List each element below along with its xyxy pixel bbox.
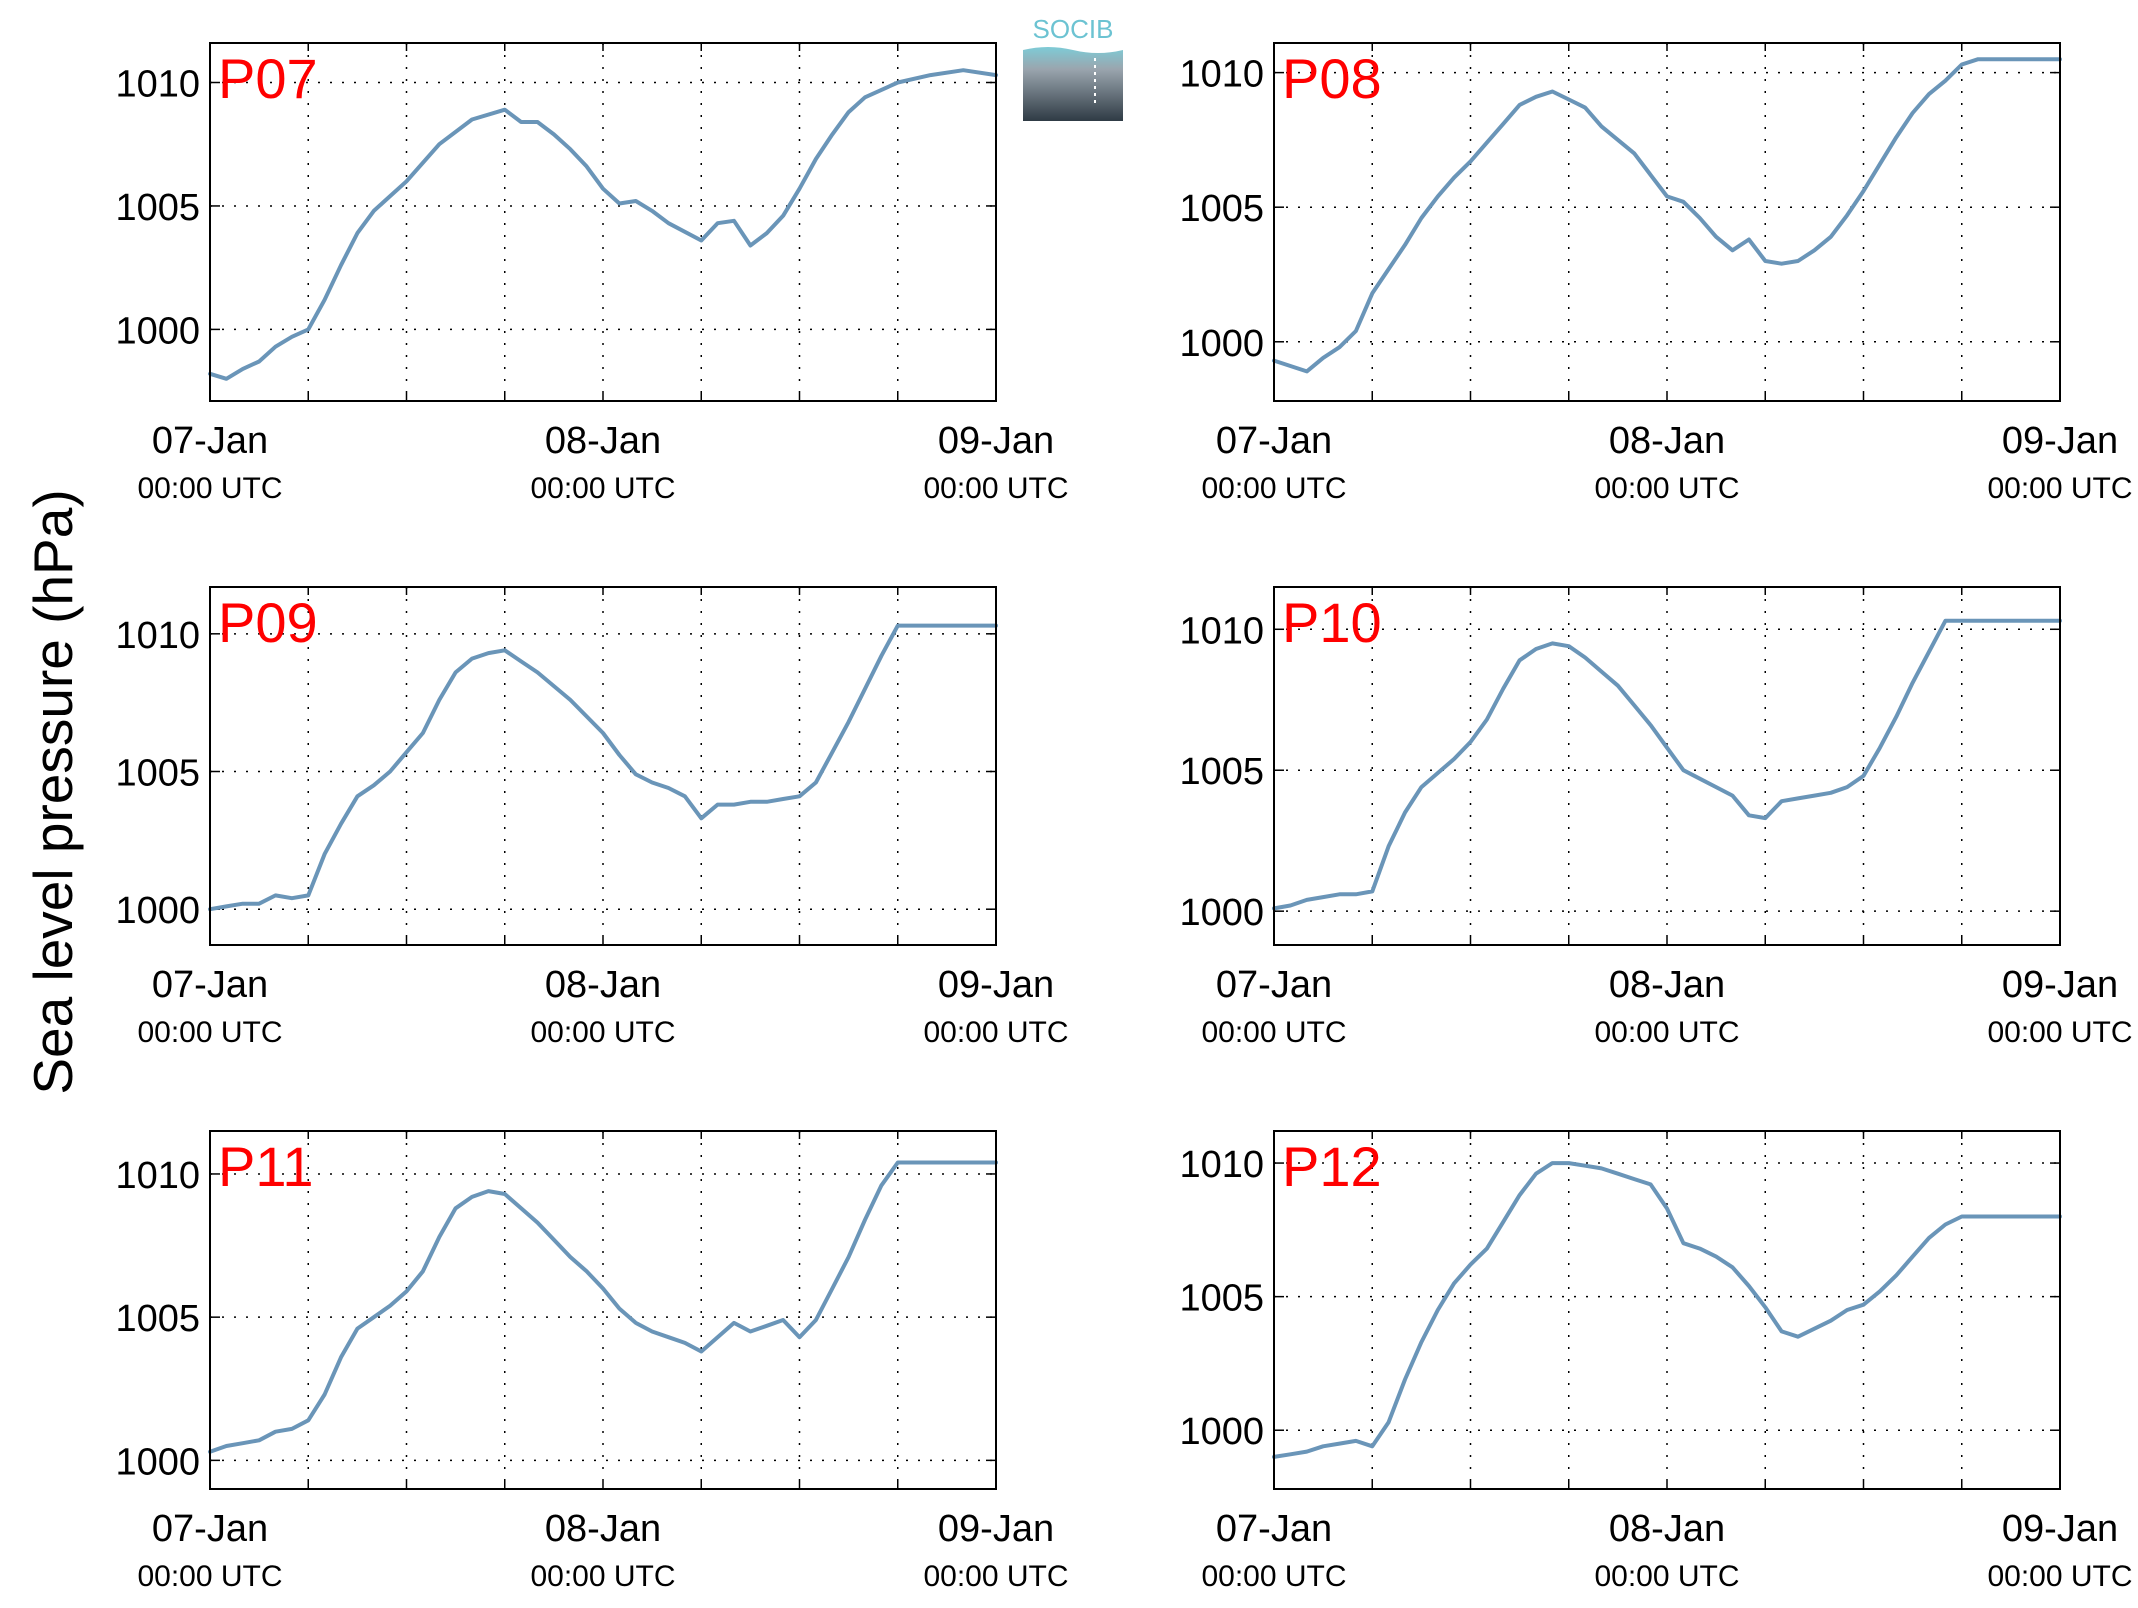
y-tick-label: 1005 [115,1298,200,1340]
panel-p11: 1000 1005 1010 07-Jan 00:00 UTC 08-Jan 00:00 U… [115,1130,1069,1593]
x-tick-label: 09-Jan [938,420,1054,462]
x-tick-sublabel: 00:00 UTC [1987,1560,2132,1593]
y-tick-label: 1005 [1179,1278,1264,1320]
plot-frame [209,1130,997,1490]
y-tick-label: 1010 [115,1155,200,1197]
x-tick-label: 09-Jan [2002,1508,2118,1550]
socib-logo: SOCIB [1023,18,1123,121]
x-tick-label: 09-Jan [2002,420,2118,462]
y-tick-label: 1000 [1179,1411,1264,1453]
x-tick-sublabel: 00:00 UTC [530,1016,675,1049]
x-tick-label: 08-Jan [545,420,661,462]
x-tick-label: 07-Jan [1216,420,1332,462]
x-tick-label: 09-Jan [2002,964,2118,1006]
series-line-p12 [1272,1161,2062,1459]
x-tick-label: 07-Jan [152,1508,268,1550]
series-line-p11 [208,1160,998,1454]
x-tick-sublabel: 00:00 UTC [1201,1560,1346,1593]
x-tick-sublabel: 00:00 UTC [530,1560,675,1593]
y-tick-label: 1005 [115,187,200,229]
x-tick-sublabel: 00:00 UTC [137,472,282,505]
x-tick-sublabel: 00:00 UTC [1594,472,1739,505]
logo-text: SOCIB [1033,18,1114,44]
y-tick-label: 1000 [1179,892,1264,934]
x-tick-label: 08-Jan [1609,1508,1725,1550]
panel-label: P08 [1282,47,1382,110]
x-tick-sublabel: 00:00 UTC [137,1016,282,1049]
x-tick-label: 08-Jan [545,964,661,1006]
y-tick-label: 1005 [1179,188,1264,230]
y-tick-label: 1010 [115,64,200,106]
x-tick-sublabel: 00:00 UTC [137,1560,282,1593]
x-tick-sublabel: 00:00 UTC [1201,472,1346,505]
x-tick-sublabel: 00:00 UTC [1201,1016,1346,1049]
x-tick-label: 07-Jan [152,964,268,1006]
x-tick-label: 08-Jan [1609,420,1725,462]
plot-frame [209,42,997,402]
x-tick-label: 07-Jan [1216,1508,1332,1550]
panel-p12: 1000 1005 1010 07-Jan 00:00 UTC 08-Jan 00:00 U… [1179,1130,2133,1593]
plot-frame [1273,586,2061,946]
x-tick-sublabel: 00:00 UTC [530,472,675,505]
panel-label: P07 [218,47,318,110]
plot-frame [209,586,997,946]
y-tick-label: 1010 [1179,1144,1264,1186]
panel-label: P09 [218,591,318,654]
x-tick-sublabel: 00:00 UTC [1594,1016,1739,1049]
panel-p08: 1000 1005 1010 07-Jan 00:00 UTC 08-Jan 00:00 U… [1179,42,2133,505]
y-tick-label: 1000 [115,310,200,352]
x-tick-label: 07-Jan [152,420,268,462]
y-tick-label: 1000 [115,1441,200,1483]
x-tick-label: 09-Jan [938,964,1054,1006]
x-tick-label: 09-Jan [938,1508,1054,1550]
x-tick-label: 08-Jan [1609,964,1725,1006]
panel-label: P11 [218,1135,313,1198]
x-tick-sublabel: 00:00 UTC [1987,1016,2132,1049]
y-tick-label: 1005 [115,753,200,795]
y-tick-label: 1010 [115,615,200,657]
x-tick-sublabel: 00:00 UTC [923,1560,1068,1593]
x-tick-sublabel: 00:00 UTC [923,472,1068,505]
x-tick-label: 08-Jan [545,1508,661,1550]
y-tick-label: 1005 [1179,751,1264,793]
x-tick-sublabel: 00:00 UTC [1594,1560,1739,1593]
y-tick-label: 1010 [1179,54,1264,96]
panel-label: P10 [1282,591,1382,654]
panel-p10: 1000 1005 1010 07-Jan 00:00 UTC 08-Jan 00:00 U… [1179,586,2133,1049]
plot-frame [1273,1130,2061,1490]
y-tick-label: 1000 [115,890,200,932]
series-line-p07 [208,68,998,381]
plot-frame [1273,42,2061,402]
panel-p09: 1000 1005 1010 07-Jan 00:00 UTC 08-Jan 00:00 U… [115,586,1069,1049]
y-tick-label: 1010 [1179,610,1264,652]
x-tick-sublabel: 00:00 UTC [1987,472,2132,505]
series-line-p09 [208,623,998,912]
panel-p07: 1000 1005 1010 07-Jan 00:00 UTC 08-Jan 00:00 U… [115,42,1069,505]
x-tick-sublabel: 00:00 UTC [923,1016,1068,1049]
panel-label: P12 [1282,1135,1382,1198]
series-line-p08 [1272,57,2062,374]
series-line-p10 [1272,618,2062,911]
x-tick-label: 07-Jan [1216,964,1332,1006]
y-tick-label: 1000 [1179,323,1264,365]
